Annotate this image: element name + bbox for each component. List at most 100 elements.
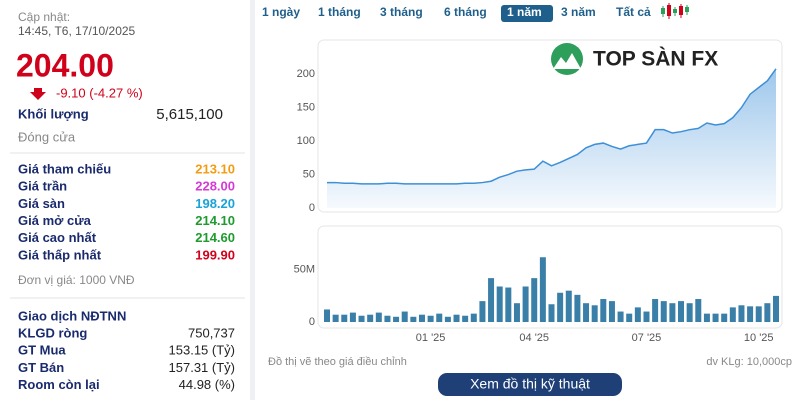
volume-bar bbox=[678, 301, 685, 322]
button-label[interactable]: Xem đồ thị kỹ thuật bbox=[470, 376, 590, 392]
volume-bar bbox=[764, 303, 771, 322]
volume-bar bbox=[393, 316, 400, 322]
volume-bar bbox=[410, 316, 417, 322]
volume-bar bbox=[496, 286, 503, 322]
volume-bar bbox=[660, 301, 667, 322]
row-label: Giá sàn bbox=[18, 196, 65, 211]
tech-chart-button[interactable]: Xem đồ thị kỹ thuật bbox=[438, 373, 622, 396]
volume-bar bbox=[436, 313, 443, 322]
volume-bar bbox=[755, 306, 762, 322]
volume-bar bbox=[617, 311, 624, 322]
price-line bbox=[327, 68, 777, 185]
y-tick-label: 0 bbox=[309, 202, 315, 214]
volume-bar bbox=[367, 314, 374, 322]
x-tick-label: 07 '25 bbox=[632, 332, 662, 344]
volume-bar bbox=[488, 278, 495, 322]
volume-bar bbox=[669, 303, 676, 322]
candle-icon[interactable] bbox=[685, 7, 689, 12]
price-area bbox=[327, 68, 776, 208]
down-arrow bbox=[30, 88, 46, 100]
volume-bar bbox=[557, 292, 564, 322]
row-value: 750,737 bbox=[188, 325, 235, 340]
logo: TOP SÀN FX bbox=[551, 43, 718, 75]
y-tick-label: 50M bbox=[294, 264, 315, 276]
volume-bar bbox=[375, 312, 382, 322]
foreign-title: Giao dịch NĐTNN bbox=[18, 308, 126, 323]
volume-bar bbox=[479, 301, 486, 322]
row-value: 228.00 bbox=[195, 179, 235, 194]
updated-label: Cập nhật: bbox=[18, 10, 70, 24]
volume-bar bbox=[470, 313, 477, 322]
volume-bar bbox=[634, 307, 641, 322]
y-tick-label: 150 bbox=[297, 102, 315, 114]
volume-bar bbox=[384, 315, 391, 322]
divider bbox=[250, 0, 255, 400]
row-label: KLGD ròng bbox=[18, 325, 87, 340]
volume-bar bbox=[626, 313, 633, 322]
volume-bar bbox=[332, 314, 339, 322]
row-label: Giá cao nhất bbox=[18, 230, 97, 245]
candle-icon[interactable] bbox=[661, 8, 665, 14]
tab[interactable]: 6 tháng bbox=[444, 5, 487, 19]
volume-bar bbox=[349, 312, 356, 322]
volume-bar bbox=[505, 287, 512, 322]
volume-bar bbox=[341, 314, 348, 322]
row-label: Giá tham chiếu bbox=[18, 161, 111, 176]
volume-bar bbox=[608, 301, 615, 322]
y-tick-label: 50 bbox=[303, 168, 315, 180]
price-frame bbox=[317, 39, 783, 213]
volume-bar bbox=[427, 315, 434, 322]
x-tick-label: 04 '25 bbox=[519, 332, 549, 344]
volume-bar bbox=[401, 311, 408, 322]
y-tick-label: 0 bbox=[309, 316, 315, 328]
volume-label: Khối lượng bbox=[18, 106, 89, 121]
tab-selected-bg[interactable] bbox=[501, 5, 553, 22]
y-tick-label: 200 bbox=[297, 68, 315, 80]
tab[interactable]: 1 ngày bbox=[262, 5, 300, 19]
volume-bar bbox=[324, 309, 330, 322]
logo-text: TOP SÀN FX bbox=[593, 48, 718, 71]
volume-bar bbox=[729, 307, 736, 322]
footer-unit: dv KLg: 10,000cp bbox=[706, 356, 792, 368]
tab[interactable]: 1 tháng bbox=[318, 5, 361, 19]
candle-icon[interactable] bbox=[667, 5, 671, 16]
row-label: Giá trần bbox=[18, 179, 67, 194]
volume-bar bbox=[773, 295, 779, 322]
volume-bar bbox=[643, 311, 650, 322]
volume-bar bbox=[652, 299, 659, 322]
volume: 5,615,100 bbox=[156, 106, 223, 123]
row-value: 44.98 (%) bbox=[179, 377, 235, 392]
volume-bar bbox=[453, 314, 460, 322]
volume-bar bbox=[738, 305, 745, 322]
tab[interactable]: 3 năm bbox=[561, 5, 596, 19]
row-value: 214.10 bbox=[195, 213, 235, 228]
tab[interactable]: 1 năm bbox=[507, 5, 542, 19]
tab[interactable]: Tất cả bbox=[616, 5, 651, 19]
volume-bar bbox=[531, 278, 538, 322]
volume-bar bbox=[444, 316, 451, 322]
x-tick-label: 01 '25 bbox=[416, 332, 446, 344]
volume-bar bbox=[721, 313, 728, 322]
candle-icon[interactable] bbox=[679, 6, 683, 15]
updated-time: 14:45, T6, 17/10/2025 bbox=[18, 24, 136, 38]
volume-bar bbox=[513, 303, 520, 322]
row-value: 213.10 bbox=[195, 161, 235, 176]
row-label: Room còn lại bbox=[18, 377, 100, 392]
row-value: 214.60 bbox=[195, 230, 235, 245]
footer-note: Đồ thị vẽ theo giá điều chỉnh bbox=[268, 356, 407, 368]
volume-bar bbox=[574, 294, 581, 322]
tab[interactable]: 3 tháng bbox=[380, 5, 423, 19]
button-bg[interactable] bbox=[438, 373, 622, 396]
row-label: GT Mua bbox=[18, 343, 66, 358]
row-value: 153.15 (Tỷ) bbox=[169, 343, 235, 358]
candle-icon[interactable] bbox=[673, 9, 677, 13]
row-label: GT Bán bbox=[18, 360, 64, 375]
unit-note: Đơn vị giá: 1000 VNĐ bbox=[18, 273, 135, 287]
y-tick-label: 100 bbox=[297, 135, 315, 147]
volume-bar bbox=[747, 306, 754, 322]
volume-bar bbox=[712, 313, 719, 322]
row-label: Giá mở cửa bbox=[18, 213, 92, 228]
volume-frame bbox=[317, 225, 783, 329]
change: -9.10 (-4.27 %) bbox=[56, 85, 143, 100]
